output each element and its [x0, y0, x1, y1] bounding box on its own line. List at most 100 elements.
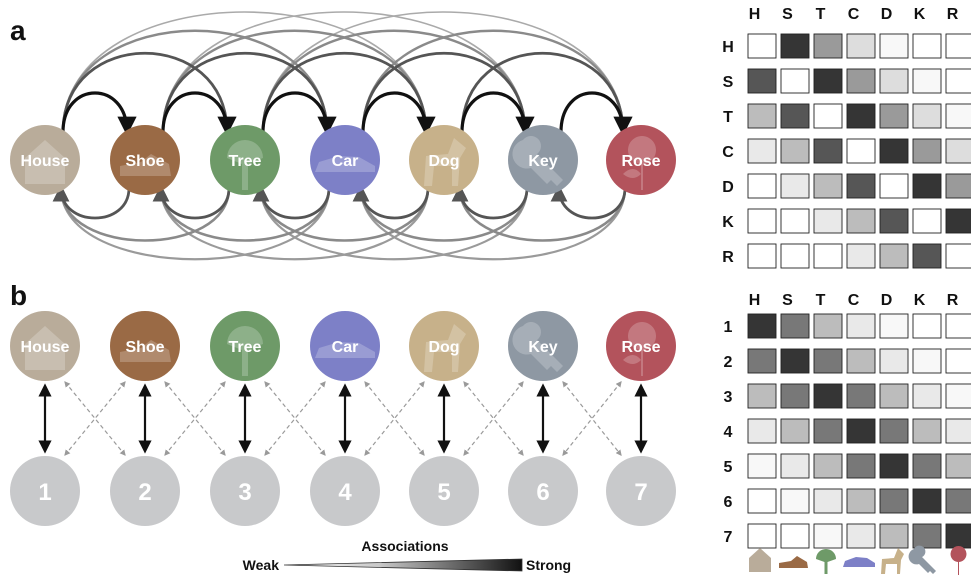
- matrix-a-col-header-C: C: [848, 6, 860, 23]
- arc-backward-7-to-6: [550, 184, 627, 220]
- matrix-a-cell: [747, 173, 777, 199]
- matrix-a-col-header-K: K: [914, 6, 926, 23]
- matrix-b-cell: [813, 418, 843, 444]
- matrix-b-cell: [747, 313, 777, 339]
- matrix-a-cell: [846, 138, 876, 164]
- arc-forward-5-to-6: [460, 91, 535, 136]
- panel-label-a: a: [10, 15, 26, 46]
- small-car-icon: [843, 557, 875, 567]
- arc-backward-3-to-1: [53, 184, 231, 242]
- number-label-2: 2: [138, 479, 151, 506]
- panel-a-label-car: Car: [332, 153, 359, 170]
- matrix-b-cell: [879, 383, 909, 409]
- number-label-6: 6: [536, 479, 549, 506]
- panel-b-label-tree: Tree: [229, 339, 262, 356]
- matrix-b-col-header-D: D: [881, 292, 893, 309]
- rose-icon: [623, 136, 657, 190]
- matrix-a-cell: [780, 103, 810, 129]
- matrix-a-cell: [879, 33, 909, 59]
- panel-a-node-car: Car: [310, 125, 380, 195]
- matrix-a-row-header-C: C: [722, 144, 734, 161]
- matrix-a-cell: [813, 208, 843, 234]
- matrix-b-cell: [780, 313, 810, 339]
- number-circle-4: [310, 456, 380, 526]
- matrix-a-row-header-H: H: [722, 39, 734, 56]
- matrix-a-cell: [879, 103, 909, 129]
- matrix-b-col-header-K: K: [914, 292, 926, 309]
- small-tree-icon: [816, 549, 836, 574]
- arc-forward-4-to-6: [361, 51, 534, 136]
- panel-a-circle-car: [310, 125, 380, 195]
- matrix-a-cell: [747, 243, 777, 269]
- matrix-b-row-header-4: 4: [724, 424, 733, 441]
- link-weak-up-5: [463, 381, 524, 456]
- number-label-5: 5: [437, 479, 450, 506]
- matrix-b-cell: [747, 383, 777, 409]
- matrix-a-cell: [912, 173, 942, 199]
- matrix-b-row-header-3: 3: [724, 389, 733, 406]
- key-icon: [512, 322, 563, 372]
- matrix-a-row-header-K: K: [722, 214, 734, 231]
- small-shoe-icon: [779, 556, 808, 568]
- arc-forward-1-to-3: [61, 51, 236, 136]
- matrix-a-col-header-R: R: [947, 6, 959, 23]
- matrix-a-cell: [780, 173, 810, 199]
- panel-a-node-house: House: [10, 125, 80, 195]
- matrix-a-cell: [912, 33, 942, 59]
- shoe-icon: [120, 340, 171, 362]
- matrix-a-cell: [846, 243, 876, 269]
- association-legend: Associations Weak Strong: [243, 538, 571, 573]
- panel-a-circle-shoe: [110, 125, 180, 195]
- matrix-b-cell: [912, 523, 942, 549]
- matrix-b-cell: [780, 453, 810, 479]
- matrix-b-cell: [747, 488, 777, 514]
- small-rose-icon: [950, 546, 967, 575]
- matrix-a-cell: [945, 208, 971, 234]
- link-weak-up-1: [64, 381, 126, 456]
- matrix-a-cell: [846, 103, 876, 129]
- matrix-a-row-header-T: T: [723, 109, 733, 126]
- panel-b-label-shoe: Shoe: [125, 339, 164, 356]
- panel-a-circle-house: [10, 125, 80, 195]
- number-circle-2: [110, 456, 180, 526]
- rose-icon: [623, 322, 657, 376]
- matrix-b-col-header-C: C: [848, 292, 860, 309]
- matrix-b-cell: [813, 348, 843, 374]
- number-circle-6: [508, 456, 578, 526]
- arc-forward-5-to-7: [460, 51, 632, 136]
- tree-icon: [227, 140, 263, 190]
- number-node-7: 7: [606, 456, 676, 526]
- number-label-3: 3: [238, 479, 251, 506]
- legend-gradient-bar: [283, 558, 523, 572]
- panel-b-item-nodes: House Shoe Tree Car Dog Key Rose: [10, 311, 676, 381]
- panel-b-label-rose: Rose: [621, 339, 660, 356]
- matrix-a-cell: [879, 173, 909, 199]
- panel-b-node-rose: Rose: [606, 311, 676, 381]
- panel-b-circle-key: [508, 311, 578, 381]
- panel-a-circle-dog: [409, 125, 479, 195]
- matrix-a-cell: [879, 138, 909, 164]
- arc-backward-3-to-2: [152, 184, 231, 220]
- panel-a-circle-tree: [210, 125, 280, 195]
- arc-backward-6-to-5: [451, 184, 529, 220]
- matrix-b-cell: [912, 488, 942, 514]
- arc-forward-2-to-3: [161, 91, 237, 136]
- panel-b-circle-dog: [409, 311, 479, 381]
- matrix-b-cell: [846, 453, 876, 479]
- matrix-b-cell: [813, 313, 843, 339]
- matrix-b-cell: [912, 418, 942, 444]
- matrix-a-cell: [813, 103, 843, 129]
- matrix-a-cell: [813, 68, 843, 94]
- arc-backward-4-to-3: [252, 184, 331, 220]
- matrix-b-cell: [747, 418, 777, 444]
- matrix-a-cell: [912, 243, 942, 269]
- house-icon: [25, 326, 65, 370]
- arc-forward-4-to-5: [361, 91, 436, 136]
- legend-title: Associations: [361, 538, 448, 554]
- panel-b-circle-tree: [210, 311, 280, 381]
- arc-backward-5-to-2: [154, 185, 430, 261]
- matrix-a-cell: [945, 103, 971, 129]
- matrix-b-cell: [813, 523, 843, 549]
- matrix-b-cell: [747, 348, 777, 374]
